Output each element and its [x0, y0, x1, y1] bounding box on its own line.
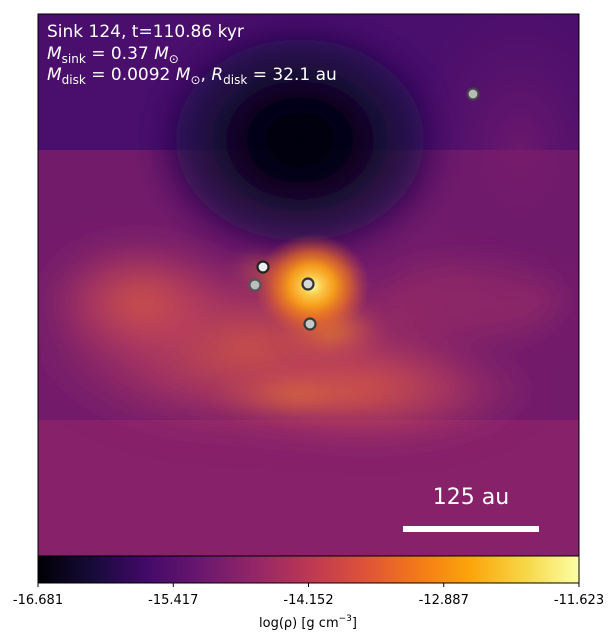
annotation-line-2: Msink = 0.37 M⊙ [47, 44, 179, 66]
sink-particle [303, 317, 317, 331]
scale-bar-label: 125 au [433, 485, 509, 510]
density-map: 125 au Sink 124, t=110.86 kyr Msink = 0.… [38, 14, 579, 556]
colorbar-gradient [37, 555, 580, 584]
colorbar-tick-label: -14.152 [283, 593, 333, 608]
sink-particle [248, 278, 262, 292]
annotation-line-3: Mdisk = 0.0092 M⊙, Rdisk = 32.1 au [47, 65, 337, 87]
colorbar: -16.681 -15.417 -14.152 -12.887 -11.623 log(… [13, 555, 604, 631]
scale-bar-line [403, 526, 539, 532]
sink-particle [256, 260, 270, 274]
colorbar-ticks: -16.681 -15.417 -14.152 -12.887 -11.623 [13, 583, 604, 608]
colorbar-tick-label: -12.887 [419, 593, 469, 608]
scale-bar: 125 au [403, 485, 539, 532]
annotation-line-1: Sink 124, t=110.86 kyr [47, 22, 244, 42]
colorbar-tick-label: -15.417 [148, 593, 198, 608]
colorbar-tick-label: -16.681 [13, 593, 63, 608]
sink-annotation: Sink 124, t=110.86 kyr Msink = 0.37 M⊙ M… [47, 22, 337, 87]
sink-particles [248, 87, 480, 331]
sink-particle [466, 87, 480, 101]
sink-particle-central [301, 277, 315, 291]
colorbar-tick-label: -11.623 [554, 593, 604, 608]
colorbar-label: log(ρ) [g cm−3] [259, 614, 357, 631]
